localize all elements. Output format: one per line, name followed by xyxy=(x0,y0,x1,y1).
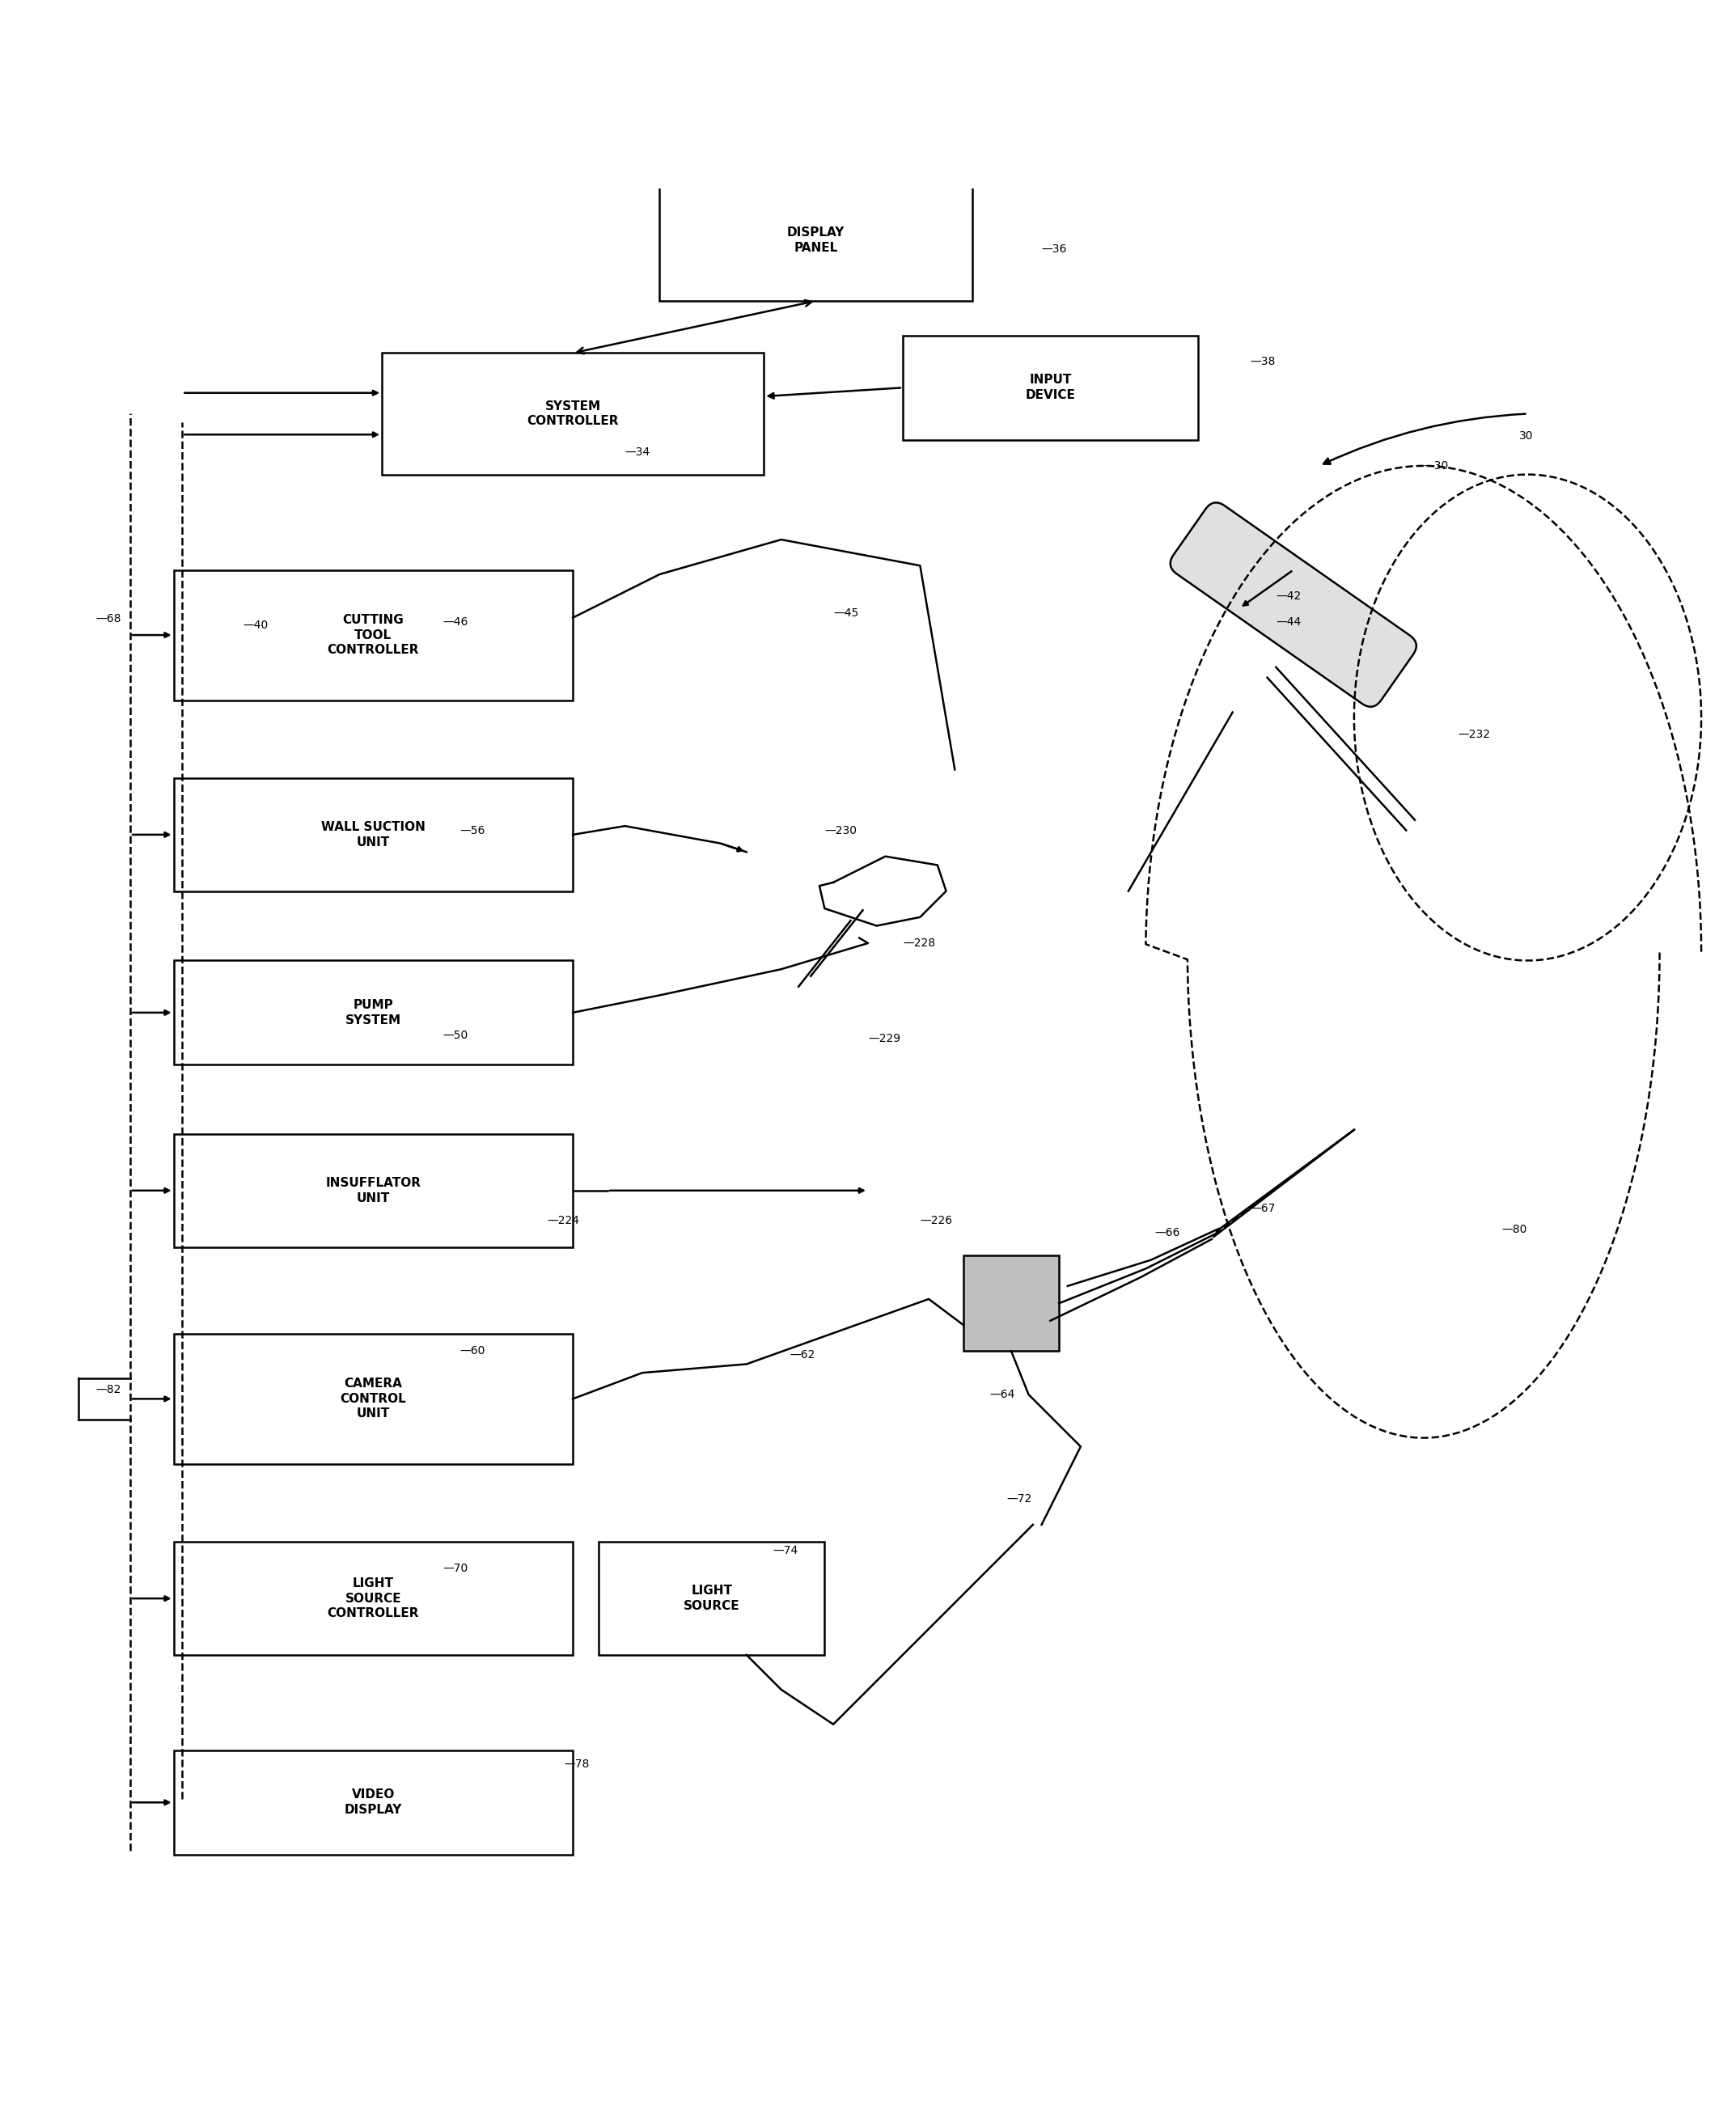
Text: —46: —46 xyxy=(443,617,469,627)
Text: —38: —38 xyxy=(1250,357,1276,367)
Text: —72: —72 xyxy=(1007,1493,1033,1504)
Text: INSUFFLATOR
UNIT: INSUFFLATOR UNIT xyxy=(326,1176,420,1204)
FancyBboxPatch shape xyxy=(903,336,1198,439)
FancyBboxPatch shape xyxy=(963,1257,1059,1352)
Text: —230: —230 xyxy=(825,824,858,836)
Text: —229: —229 xyxy=(868,1033,901,1043)
Text: —64: —64 xyxy=(990,1390,1016,1400)
Text: —56: —56 xyxy=(460,824,486,836)
FancyBboxPatch shape xyxy=(660,180,972,300)
Text: —44: —44 xyxy=(1276,617,1302,627)
Text: —74: —74 xyxy=(773,1546,799,1557)
Text: —45: —45 xyxy=(833,608,859,619)
Text: CAMERA
CONTROL
UNIT: CAMERA CONTROL UNIT xyxy=(340,1377,406,1419)
Text: —68: —68 xyxy=(95,612,122,625)
Text: —224: —224 xyxy=(547,1214,580,1227)
Text: —62: —62 xyxy=(790,1350,816,1360)
Text: INPUT
DEVICE: INPUT DEVICE xyxy=(1026,374,1075,401)
Text: —42: —42 xyxy=(1276,591,1302,602)
FancyBboxPatch shape xyxy=(174,1542,573,1656)
Text: LIGHT
SOURCE: LIGHT SOURCE xyxy=(684,1584,740,1611)
Text: —78: —78 xyxy=(564,1759,590,1770)
Text: 30: 30 xyxy=(1519,431,1533,441)
Text: —50: —50 xyxy=(443,1029,469,1041)
FancyBboxPatch shape xyxy=(1170,503,1417,708)
Text: —226: —226 xyxy=(920,1214,953,1227)
FancyBboxPatch shape xyxy=(174,961,573,1064)
FancyBboxPatch shape xyxy=(174,1335,573,1464)
Text: —70: —70 xyxy=(443,1563,469,1573)
Text: —80: —80 xyxy=(1502,1225,1528,1236)
Text: —30: —30 xyxy=(1424,460,1450,471)
Text: —34: —34 xyxy=(625,446,651,458)
Text: —36: —36 xyxy=(1042,243,1068,253)
FancyBboxPatch shape xyxy=(174,570,573,701)
Text: VIDEO
DISPLAY: VIDEO DISPLAY xyxy=(344,1789,403,1816)
Text: —82: —82 xyxy=(95,1383,122,1394)
Text: —232: —232 xyxy=(1458,729,1491,741)
Text: —228: —228 xyxy=(903,938,936,948)
Text: —67: —67 xyxy=(1250,1204,1276,1214)
Text: LIGHT
SOURCE
CONTROLLER: LIGHT SOURCE CONTROLLER xyxy=(328,1578,418,1620)
FancyBboxPatch shape xyxy=(174,1134,573,1246)
Text: SYSTEM
CONTROLLER: SYSTEM CONTROLLER xyxy=(528,399,618,427)
FancyBboxPatch shape xyxy=(174,1751,573,1854)
FancyBboxPatch shape xyxy=(382,353,764,475)
Text: PUMP
SYSTEM: PUMP SYSTEM xyxy=(345,999,401,1026)
FancyBboxPatch shape xyxy=(599,1542,825,1656)
Text: —60: —60 xyxy=(460,1345,486,1356)
Text: —40: —40 xyxy=(243,619,269,631)
Text: WALL SUCTION
UNIT: WALL SUCTION UNIT xyxy=(321,822,425,849)
Text: —66: —66 xyxy=(1154,1227,1180,1240)
Text: DISPLAY
PANEL: DISPLAY PANEL xyxy=(786,226,845,253)
FancyBboxPatch shape xyxy=(174,777,573,891)
Text: CUTTING
TOOL
CONTROLLER: CUTTING TOOL CONTROLLER xyxy=(328,615,418,657)
